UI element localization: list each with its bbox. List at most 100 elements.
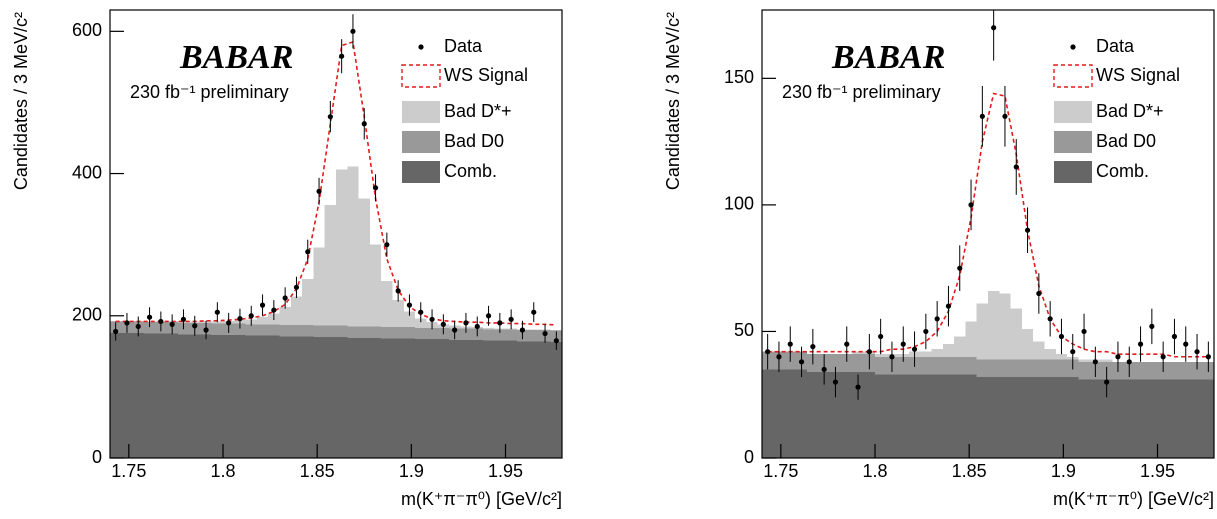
histogram-bin [920, 351, 932, 357]
histogram-bin [460, 339, 472, 458]
histogram-bin [358, 337, 370, 458]
histogram-bin [290, 296, 303, 326]
histogram-bin [875, 356, 887, 375]
histogram-bin [211, 323, 223, 335]
histogram-bin [482, 340, 495, 458]
data-point [418, 309, 424, 315]
histogram-bin [942, 344, 955, 357]
histogram-bin [505, 329, 517, 341]
histogram-bin [415, 327, 427, 340]
histogram-bin [875, 374, 887, 458]
histogram-bin [829, 371, 842, 458]
histogram-bin [965, 374, 977, 458]
histogram-bin [234, 323, 246, 335]
histogram-bin [494, 329, 506, 341]
data-point [1149, 323, 1155, 329]
data-point [463, 320, 469, 326]
legend-label: Bad D*+ [444, 101, 512, 121]
histogram-bin [931, 356, 943, 375]
histogram-bin [988, 290, 1000, 360]
histogram-bin [550, 330, 562, 331]
histogram-bin [516, 341, 529, 458]
histogram-bin [954, 374, 966, 458]
histogram-bin [211, 321, 223, 324]
legend-marker [418, 44, 424, 50]
plot-area [762, 10, 1214, 458]
histogram-bin [166, 333, 178, 458]
histogram-bin [999, 293, 1011, 360]
histogram-bin [1168, 379, 1181, 458]
y-tick-label: 200 [72, 305, 102, 325]
data-point [787, 341, 793, 347]
histogram-bin [403, 338, 416, 458]
histogram-bin [1021, 328, 1034, 360]
histogram-bin [829, 354, 842, 372]
data-point [158, 318, 164, 325]
histogram-bin [121, 332, 133, 458]
histogram-bin [290, 325, 303, 337]
histogram-bin [1021, 359, 1034, 378]
histogram-bin [784, 369, 796, 458]
plot-area [110, 14, 562, 458]
histogram-bin [223, 334, 235, 458]
histogram-bin [358, 326, 370, 338]
y-tick-label: 600 [72, 20, 102, 40]
histogram-bin [1078, 379, 1090, 458]
histogram-bin [965, 356, 977, 375]
histogram-bin [460, 328, 472, 340]
histogram-bin [931, 349, 943, 357]
histogram-bin [268, 335, 280, 458]
x-tick-label: 1.9 [399, 461, 424, 481]
histogram-bin [392, 300, 404, 328]
histogram-bin [381, 280, 393, 328]
fit-curve [115, 40, 557, 326]
data-point [1013, 164, 1019, 170]
histogram-bin [505, 340, 517, 458]
x-axis-label: m(K⁺π⁻π⁰) [GeV/c²] [1053, 489, 1214, 509]
histogram-bin [381, 327, 393, 339]
histogram-bin [1146, 361, 1158, 380]
histogram-bin [528, 341, 540, 458]
histogram-bin [1134, 379, 1147, 458]
histogram-bin [1168, 361, 1181, 380]
histogram-bin [1180, 361, 1192, 380]
histogram-bin [999, 377, 1011, 458]
histogram-bin [403, 311, 416, 328]
histogram-bin [336, 169, 348, 326]
panel: 0 50 100 150 1.75 1.8 1.85 1.9 1.95 m(K⁺π⁻π⁰) [Ge… [663, 9, 1215, 509]
histogram-bin [1055, 377, 1068, 458]
histogram-bin [931, 374, 943, 458]
histogram-bin [358, 198, 370, 327]
histogram-bin [482, 329, 495, 341]
data-point [113, 328, 119, 335]
histogram-bin [863, 371, 875, 458]
histogram-bin [528, 330, 540, 342]
histogram-bin [976, 377, 988, 458]
data-point [832, 379, 839, 385]
histogram-bin [1078, 361, 1090, 380]
x-tick-label: 1.8 [862, 461, 887, 481]
x-tick-label: 1.95 [488, 461, 523, 481]
histogram-bin [471, 339, 483, 458]
data-point [508, 316, 514, 322]
logo: BABAR [831, 39, 945, 76]
data-point [531, 309, 537, 315]
histogram-bin [886, 374, 898, 458]
data-point [945, 303, 952, 309]
histogram-bin [313, 247, 325, 326]
histogram-bin [200, 334, 212, 458]
data-point [1194, 349, 1200, 355]
data-point [395, 288, 401, 294]
luminosity-note: 230 fb⁻¹ preliminary [782, 82, 941, 102]
data-point [1115, 354, 1121, 360]
data-point [765, 349, 771, 355]
histogram-bin [1010, 377, 1022, 458]
data-point [810, 344, 816, 350]
histogram-bin [1101, 379, 1113, 458]
data-point [293, 284, 300, 290]
histogram-bin [415, 318, 427, 328]
histogram-bin [381, 338, 393, 458]
data-point [519, 327, 526, 333]
data-point [1092, 359, 1098, 365]
